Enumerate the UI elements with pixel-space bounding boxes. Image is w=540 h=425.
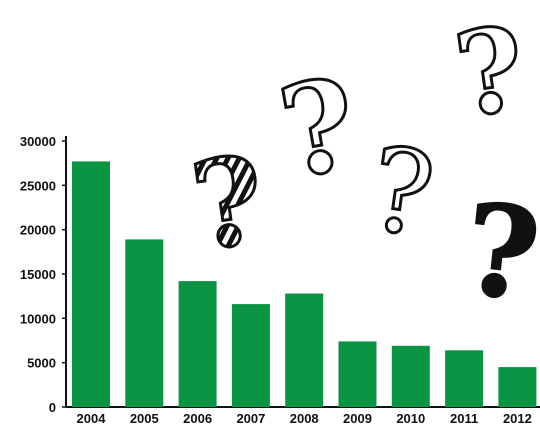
y-tick-label: 30000 bbox=[20, 134, 56, 149]
x-tick-label: 2006 bbox=[183, 411, 212, 425]
bars-group bbox=[72, 161, 537, 407]
y-tick-label: 5000 bbox=[27, 356, 56, 371]
bar-2012 bbox=[498, 367, 537, 407]
y-tick-label: 10000 bbox=[20, 311, 56, 326]
x-tick-label: 2010 bbox=[396, 411, 425, 425]
question-mark-icon: ? bbox=[458, 177, 540, 330]
bar-2006 bbox=[178, 281, 217, 407]
x-tick-label: 2008 bbox=[290, 411, 319, 425]
bar-2011 bbox=[445, 350, 484, 407]
x-tick-label: 2007 bbox=[236, 411, 265, 425]
bar-2008 bbox=[285, 293, 324, 407]
x-tick-label: 2012 bbox=[503, 411, 532, 425]
bar-2004 bbox=[72, 161, 110, 407]
x-tick-label: 2011 bbox=[450, 411, 478, 425]
y-tick-labels: 0 5000 10000 15000 20000 25000 30000 bbox=[20, 134, 66, 415]
x-tick-label: 2009 bbox=[343, 411, 372, 425]
x-tick-label: 2005 bbox=[130, 411, 159, 425]
x-tick-label: 2004 bbox=[77, 411, 107, 425]
question-mark-icon: ? bbox=[362, 122, 442, 263]
bar-2010 bbox=[391, 345, 430, 407]
question-mark-icon: ? bbox=[270, 51, 367, 208]
x-tick-labels: 2004 2005 2006 2007 2008 2009 2010 2011 2012 bbox=[77, 411, 532, 425]
y-tick-label: 25000 bbox=[20, 178, 56, 193]
bar-2009 bbox=[338, 341, 377, 407]
bar-2005 bbox=[125, 239, 164, 407]
bar-2007 bbox=[231, 304, 270, 407]
question-mark-decorations: ? ? ? ? ? bbox=[182, 0, 540, 330]
question-mark-icon: ? bbox=[448, 1, 534, 144]
y-tick-label: 0 bbox=[49, 400, 56, 415]
question-mark-icon: ? bbox=[184, 129, 273, 278]
y-tick-label: 20000 bbox=[20, 223, 56, 238]
y-tick-label: 15000 bbox=[20, 267, 56, 282]
